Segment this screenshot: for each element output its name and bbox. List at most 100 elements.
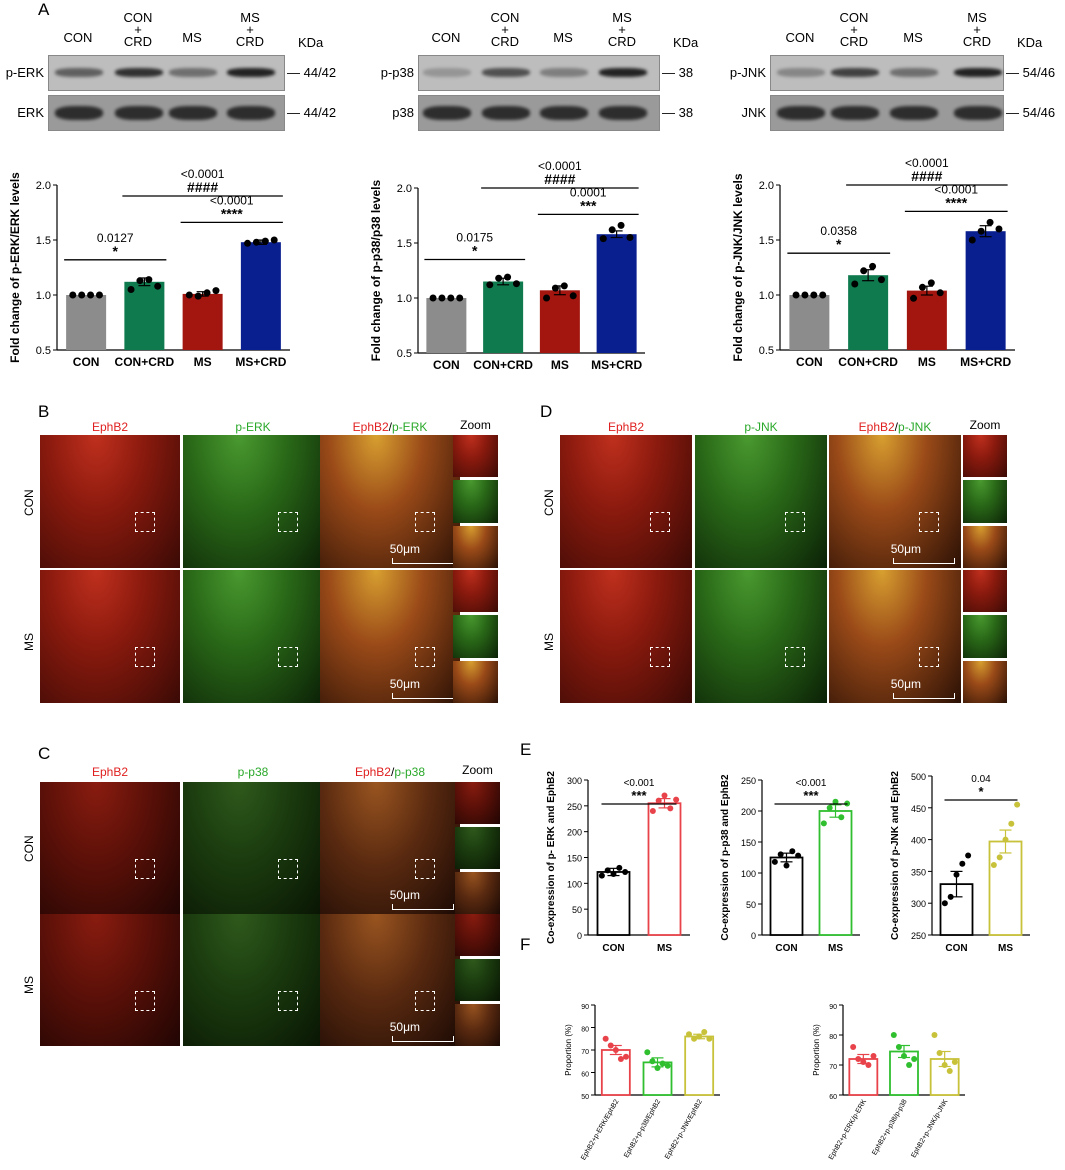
data-point — [438, 294, 446, 302]
y-tick-label: 1.5 — [397, 238, 412, 250]
bar — [426, 298, 467, 353]
data-point — [792, 291, 800, 299]
roi-box — [135, 512, 156, 533]
data-point — [850, 1044, 857, 1050]
roi-box — [278, 990, 299, 1011]
data-point — [820, 820, 827, 827]
panel-label-f: F — [520, 935, 531, 954]
data-point — [655, 797, 662, 804]
blot-strip — [48, 95, 285, 131]
data-point — [610, 871, 617, 878]
data-point — [951, 1059, 958, 1065]
blot-group-label: CON — [785, 30, 815, 45]
p-value: <0.0001 — [538, 159, 582, 173]
data-point — [607, 1042, 614, 1049]
blot-band — [55, 106, 103, 120]
data-point — [918, 283, 926, 291]
data-point — [691, 1035, 698, 1042]
p-value: 0.0358 — [820, 224, 857, 238]
p-value: 0.0001 — [570, 185, 607, 199]
data-point — [795, 852, 802, 859]
merge-header-red: EphB2 — [352, 420, 389, 434]
bar — [684, 1035, 715, 1096]
x-tick-label: EphB2+p-p38/EphB2 — [623, 1098, 662, 1159]
roi-box — [649, 512, 670, 533]
data-point — [616, 864, 623, 871]
bar — [848, 1058, 879, 1096]
data-point — [154, 282, 162, 290]
zoom-inset — [455, 959, 500, 1001]
data-point — [851, 280, 859, 288]
data-point — [626, 234, 634, 241]
data-point — [486, 281, 494, 289]
y-tick-label: 100 — [741, 869, 756, 879]
y-tick-label: 80 — [829, 1034, 837, 1041]
data-point — [252, 238, 260, 246]
roi-box — [415, 990, 436, 1011]
blot-band — [55, 68, 103, 77]
x-tick-label: EphB2+p-ERK/p-ERK — [828, 1098, 868, 1161]
y-tick-label: 50 — [581, 1094, 589, 1101]
data-point — [203, 289, 211, 297]
scale-bar — [392, 558, 454, 564]
data-point — [69, 291, 77, 299]
data-point — [986, 218, 994, 226]
data-point — [696, 1033, 703, 1040]
zoom-inset — [453, 435, 498, 478]
y-tick-label: 70 — [829, 1064, 837, 1071]
data-point — [649, 1058, 656, 1065]
y-tick-label: 2.0 — [759, 180, 774, 192]
significance-stars: * — [472, 243, 478, 259]
data-point — [617, 1056, 624, 1062]
roi-box — [135, 990, 156, 1011]
blot-group-label: MS + CRD — [962, 10, 992, 49]
p-value: <0.001 — [624, 778, 655, 789]
x-tick-label: CON+CRD — [838, 355, 898, 369]
blot-size-label: — 54/46 — [1006, 65, 1056, 80]
blot-size-label: — 44/42 — [287, 65, 337, 80]
data-point — [838, 814, 845, 821]
scale-bar-label: 50μm — [389, 1020, 420, 1034]
roi-box — [918, 512, 939, 533]
data-point — [604, 867, 611, 874]
y-tick-label: 0.5 — [36, 345, 51, 357]
zoom-inset — [963, 435, 1007, 478]
row-label: MS — [542, 632, 556, 651]
y-tick-label: 250 — [911, 931, 926, 941]
y-tick-label: 300 — [911, 899, 926, 909]
merge-header-slash: / — [388, 420, 393, 434]
p-value: <0.0001 — [905, 156, 949, 170]
y-axis-label: Co-expression of p- ERK and EphB2 — [546, 771, 557, 944]
data-point — [623, 1053, 630, 1060]
scale-bar-label: 50μm — [389, 677, 420, 691]
blot-size-label: — 38 — [662, 105, 694, 120]
data-point — [826, 804, 833, 811]
scale-bar — [893, 693, 955, 699]
data-point — [941, 900, 948, 907]
data-point — [959, 860, 966, 867]
data-point — [783, 862, 790, 869]
bar — [889, 1050, 919, 1096]
zoom-inset — [453, 525, 498, 568]
panel-label-d: D — [540, 402, 553, 421]
zoom-inset — [455, 782, 500, 824]
zoom-inset — [963, 525, 1007, 568]
y-tick-label: 80 — [581, 1027, 589, 1034]
p-value: <0.0001 — [210, 193, 254, 207]
data-point — [977, 227, 985, 235]
data-point — [936, 289, 944, 297]
bar — [66, 295, 107, 350]
micrograph-image — [560, 435, 692, 568]
scale-bar-label: 50μm — [389, 542, 420, 556]
y-tick-label: 0 — [577, 931, 582, 941]
data-point — [870, 1053, 877, 1059]
p-value: 0.0175 — [456, 231, 493, 245]
bar — [965, 231, 1006, 350]
data-point — [560, 282, 568, 290]
data-point — [512, 280, 520, 288]
blot-band — [540, 106, 588, 120]
y-tick-label: 1.0 — [759, 290, 774, 302]
bar — [789, 295, 830, 350]
bar — [483, 281, 524, 353]
zoom-inset — [963, 660, 1007, 703]
